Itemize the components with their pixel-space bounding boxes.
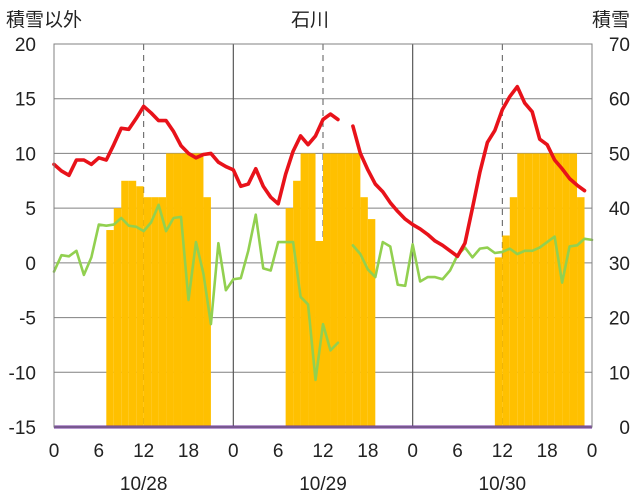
snow-bar bbox=[345, 153, 353, 427]
right-tick-label: 70 bbox=[609, 35, 630, 56]
x-tick-label: 6 bbox=[273, 441, 284, 462]
snow-bar bbox=[181, 153, 189, 427]
green-series-line bbox=[52, 203, 340, 382]
chart-title: 石川 bbox=[291, 10, 329, 31]
snow-depth-bars bbox=[106, 153, 585, 427]
right-tick-label: 30 bbox=[609, 254, 630, 275]
x-tick-labels: 0 6 12 18 0 6 12 18 0 6 12 18 0 bbox=[49, 441, 598, 462]
plot-frame bbox=[53, 43, 593, 428]
x-tick-label: 18 bbox=[357, 441, 378, 462]
snow-bar bbox=[106, 230, 114, 427]
snow-bar bbox=[330, 153, 338, 427]
day-label: 10/30 bbox=[479, 474, 527, 495]
x-tick-label: 18 bbox=[537, 441, 558, 462]
right-tick-labels: 0 10 20 30 40 50 60 70 bbox=[609, 35, 630, 439]
snow-bar bbox=[166, 153, 174, 427]
snow-bar bbox=[203, 197, 211, 427]
x-tick-label: 0 bbox=[407, 441, 418, 462]
temperature-line bbox=[351, 84, 587, 259]
snow-bar bbox=[315, 240, 323, 427]
snow-bar bbox=[121, 180, 129, 427]
left-tick-label: -15 bbox=[9, 418, 36, 439]
snow-bar bbox=[173, 153, 182, 427]
snow-bar bbox=[494, 257, 503, 427]
snow-bar bbox=[569, 153, 578, 427]
snow-bar bbox=[539, 153, 548, 427]
left-axis-label: 積雪以外 bbox=[6, 9, 82, 31]
snow-bar bbox=[367, 219, 376, 427]
left-tick-label: -5 bbox=[19, 309, 36, 330]
snow-bar bbox=[509, 197, 518, 427]
x-tick-label: 12 bbox=[133, 441, 154, 462]
temperature-line bbox=[52, 104, 340, 206]
left-tick-labels: -15 -10 -5 0 5 10 15 20 bbox=[9, 35, 36, 439]
snow-bar bbox=[502, 235, 510, 427]
snow-bar bbox=[143, 197, 152, 427]
day-label: 10/29 bbox=[299, 474, 347, 495]
snow-bar bbox=[337, 153, 346, 427]
axes bbox=[53, 43, 593, 428]
snow-bar bbox=[293, 180, 301, 427]
snow-bar bbox=[300, 153, 309, 427]
left-tick-label: 10 bbox=[15, 144, 36, 165]
x-tick-label: 12 bbox=[492, 441, 513, 462]
day-labels: 10/28 10/29 10/30 bbox=[120, 474, 526, 495]
snow-bar bbox=[554, 153, 563, 427]
snow-bar bbox=[151, 197, 159, 427]
right-tick-label: 60 bbox=[609, 90, 630, 111]
left-tick-label: 20 bbox=[15, 35, 36, 56]
x-tick-label: 18 bbox=[178, 441, 199, 462]
right-axis-label: 積雪 bbox=[592, 9, 630, 31]
x-tick-label: 12 bbox=[312, 441, 333, 462]
x-tick-label: 0 bbox=[228, 441, 239, 462]
snow-bar bbox=[577, 197, 585, 427]
left-tick-label: 15 bbox=[15, 90, 36, 111]
green-series-line bbox=[351, 235, 594, 288]
snow-bar bbox=[195, 153, 204, 427]
snow-bar bbox=[136, 186, 144, 427]
snow-bar bbox=[352, 153, 361, 427]
right-tick-label: 50 bbox=[609, 144, 630, 165]
snow-bar bbox=[360, 197, 368, 427]
snow-bar bbox=[188, 153, 196, 427]
snow-bar bbox=[128, 180, 137, 427]
snow-bar bbox=[113, 208, 122, 427]
snow-bar bbox=[158, 197, 167, 427]
snow-bar bbox=[517, 153, 525, 427]
right-tick-label: 20 bbox=[609, 309, 630, 330]
snow-bar bbox=[547, 153, 555, 427]
left-tick-label: 5 bbox=[25, 199, 36, 220]
snow-bar bbox=[532, 153, 540, 427]
x-tick-label: 6 bbox=[94, 441, 105, 462]
left-tick-label: 0 bbox=[25, 254, 36, 275]
snow-bar bbox=[308, 153, 316, 427]
left-tick-label: -10 bbox=[9, 363, 36, 384]
x-tick-label: 0 bbox=[587, 441, 598, 462]
snow-bar bbox=[524, 153, 533, 427]
right-tick-label: 0 bbox=[619, 418, 630, 439]
right-tick-label: 40 bbox=[609, 199, 630, 220]
day-label: 10/28 bbox=[120, 474, 168, 495]
right-tick-label: 10 bbox=[609, 363, 630, 384]
x-tick-label: 0 bbox=[49, 441, 60, 462]
snow-bar bbox=[562, 153, 570, 427]
snow-bar bbox=[285, 208, 294, 427]
snow-bar bbox=[323, 153, 331, 427]
x-tick-label: 6 bbox=[452, 441, 463, 462]
